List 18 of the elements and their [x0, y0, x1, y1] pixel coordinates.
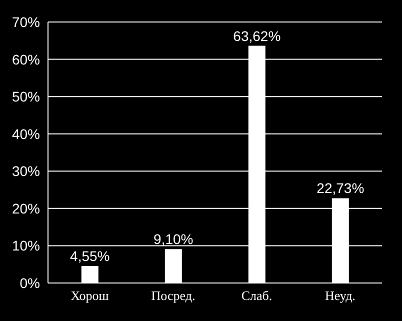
- x-tick-label: Хорош: [70, 288, 109, 304]
- y-tick-label: 0%: [20, 274, 40, 291]
- bar: [164, 249, 182, 283]
- data-label: 4,55%: [70, 248, 110, 264]
- data-label: 22,73%: [316, 180, 364, 196]
- x-tick-label: Слаб.: [241, 288, 272, 304]
- x-tick-label: Неуд.: [325, 288, 356, 304]
- x-tick-label: Посред.: [151, 288, 196, 304]
- y-tick-label: 20%: [12, 200, 40, 216]
- data-label: 63,62%: [233, 28, 281, 44]
- y-tick-label: 40%: [12, 126, 40, 142]
- y-tick-label: 30%: [12, 163, 40, 180]
- y-tick-label: 70%: [12, 14, 40, 30]
- y-tick-label: 10%: [12, 238, 40, 254]
- data-label: 9,10%: [154, 231, 194, 248]
- bar: [81, 266, 98, 283]
- y-tick-label: 50%: [12, 88, 40, 105]
- y-tick-label: 60%: [12, 51, 40, 68]
